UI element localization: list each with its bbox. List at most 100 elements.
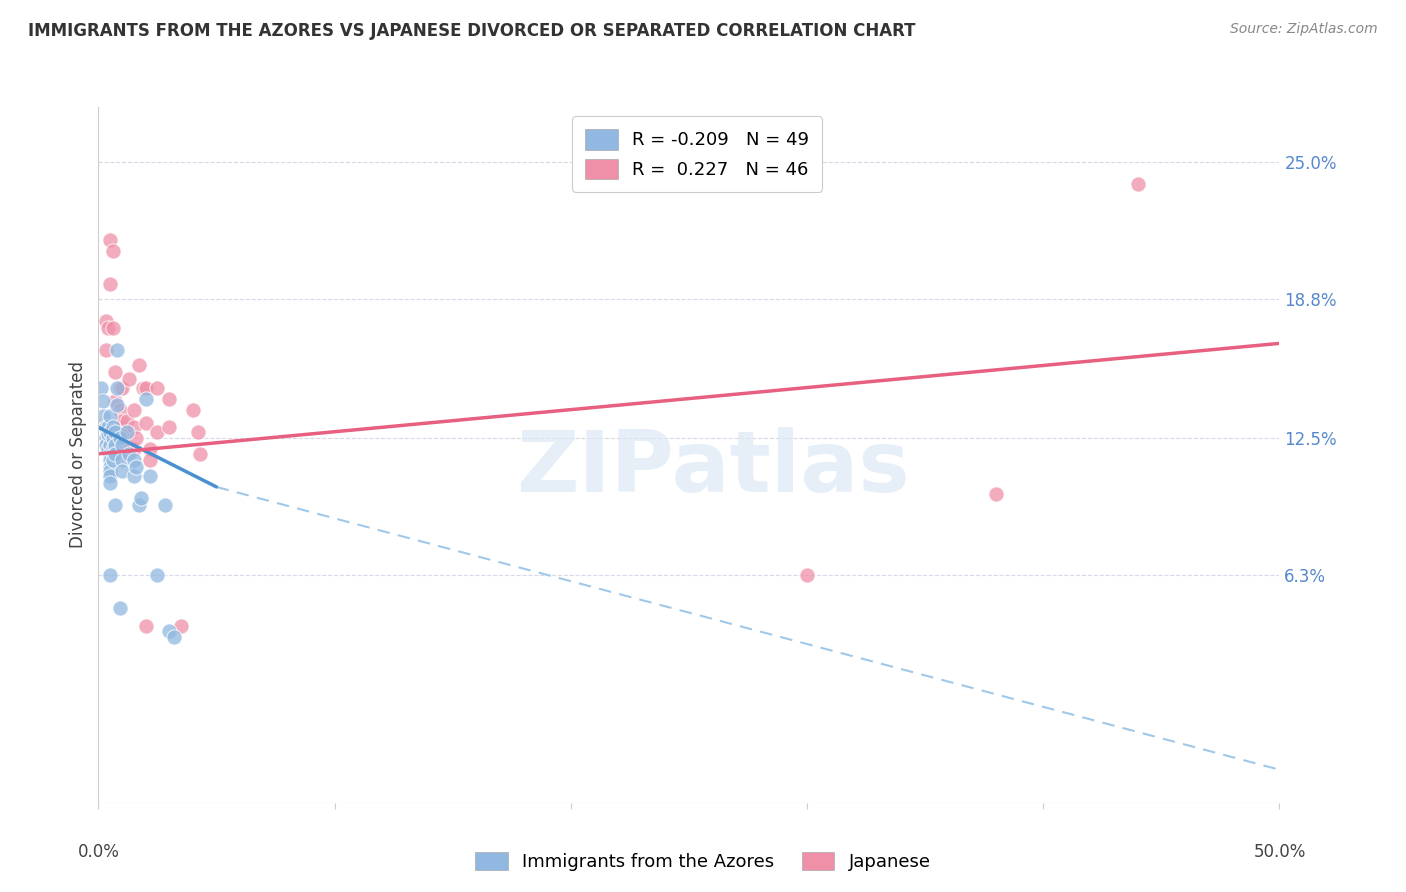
Point: [97, 420, 120, 434]
Point: [118, 372, 141, 386]
Point: [105, 398, 128, 412]
Point: [101, 420, 124, 434]
Point: [98, 425, 121, 439]
Point: [104, 393, 127, 408]
Point: [94, 314, 117, 328]
Legend: Immigrants from the Azores, Japanese: Immigrants from the Azores, Japanese: [468, 845, 938, 879]
Point: [111, 465, 134, 479]
Point: [153, 498, 176, 512]
Point: [98, 475, 121, 490]
Point: [98, 568, 121, 582]
Point: [118, 447, 141, 461]
Point: [98, 277, 121, 291]
Point: [108, 431, 131, 445]
Point: [187, 425, 209, 439]
Point: [157, 420, 180, 434]
Point: [796, 568, 818, 582]
Point: [170, 619, 193, 633]
Point: [108, 420, 131, 434]
Point: [105, 442, 128, 457]
Point: [108, 442, 131, 457]
Point: [157, 392, 180, 406]
Point: [112, 425, 135, 439]
Point: [108, 402, 131, 417]
Point: [115, 414, 138, 428]
Text: 0.0%: 0.0%: [77, 843, 120, 861]
Point: [122, 453, 145, 467]
Point: [98, 469, 121, 483]
Point: [101, 442, 124, 457]
Point: [181, 402, 204, 417]
Point: [91, 393, 114, 408]
Point: [91, 409, 114, 424]
Point: [94, 420, 117, 434]
Point: [128, 498, 150, 512]
Point: [104, 365, 127, 379]
Point: [111, 380, 134, 394]
Point: [122, 420, 145, 434]
Point: [101, 244, 124, 258]
Point: [129, 491, 152, 505]
Text: Source: ZipAtlas.com: Source: ZipAtlas.com: [1230, 22, 1378, 37]
Point: [111, 438, 134, 452]
Point: [101, 453, 124, 467]
Legend: R = -0.209   N = 49, R =  0.227   N = 46: R = -0.209 N = 49, R = 0.227 N = 46: [572, 116, 821, 192]
Point: [188, 447, 211, 461]
Point: [105, 431, 128, 445]
Point: [94, 438, 117, 452]
Point: [122, 442, 145, 457]
Point: [122, 469, 145, 483]
Point: [111, 453, 134, 467]
Point: [97, 321, 120, 335]
Point: [163, 630, 186, 644]
Point: [104, 425, 127, 439]
Point: [984, 486, 1007, 500]
Point: [157, 624, 180, 638]
Point: [135, 392, 157, 406]
Text: 50.0%: 50.0%: [1253, 843, 1306, 861]
Point: [146, 568, 169, 582]
Point: [111, 414, 134, 428]
Point: [146, 425, 169, 439]
Point: [104, 447, 127, 461]
Point: [1126, 178, 1149, 192]
Point: [115, 425, 138, 439]
Point: [98, 409, 121, 424]
Point: [94, 431, 117, 445]
Text: ZIPatlas: ZIPatlas: [516, 427, 910, 510]
Point: [98, 447, 121, 461]
Point: [135, 416, 157, 430]
Point: [125, 431, 148, 445]
Point: [111, 431, 134, 445]
Point: [135, 380, 157, 394]
Point: [104, 420, 127, 434]
Point: [128, 359, 150, 373]
Point: [101, 321, 124, 335]
Point: [104, 438, 127, 452]
Point: [139, 453, 162, 467]
Point: [90, 380, 112, 394]
Point: [139, 469, 162, 483]
Point: [108, 601, 131, 615]
Point: [98, 233, 121, 247]
Point: [105, 343, 128, 357]
Point: [98, 438, 121, 452]
Point: [97, 442, 120, 457]
Point: [139, 442, 162, 457]
Point: [101, 431, 124, 445]
Point: [98, 465, 121, 479]
Point: [125, 460, 148, 475]
Point: [111, 447, 134, 461]
Point: [104, 498, 127, 512]
Y-axis label: Divorced or Separated: Divorced or Separated: [69, 361, 87, 549]
Point: [98, 453, 121, 467]
Text: IMMIGRANTS FROM THE AZORES VS JAPANESE DIVORCED OR SEPARATED CORRELATION CHART: IMMIGRANTS FROM THE AZORES VS JAPANESE D…: [28, 22, 915, 40]
Point: [115, 442, 138, 457]
Point: [98, 460, 121, 475]
Point: [108, 380, 131, 394]
Point: [105, 380, 128, 394]
Point: [101, 447, 124, 461]
Point: [146, 380, 169, 394]
Point: [122, 402, 145, 417]
Point: [97, 426, 120, 441]
